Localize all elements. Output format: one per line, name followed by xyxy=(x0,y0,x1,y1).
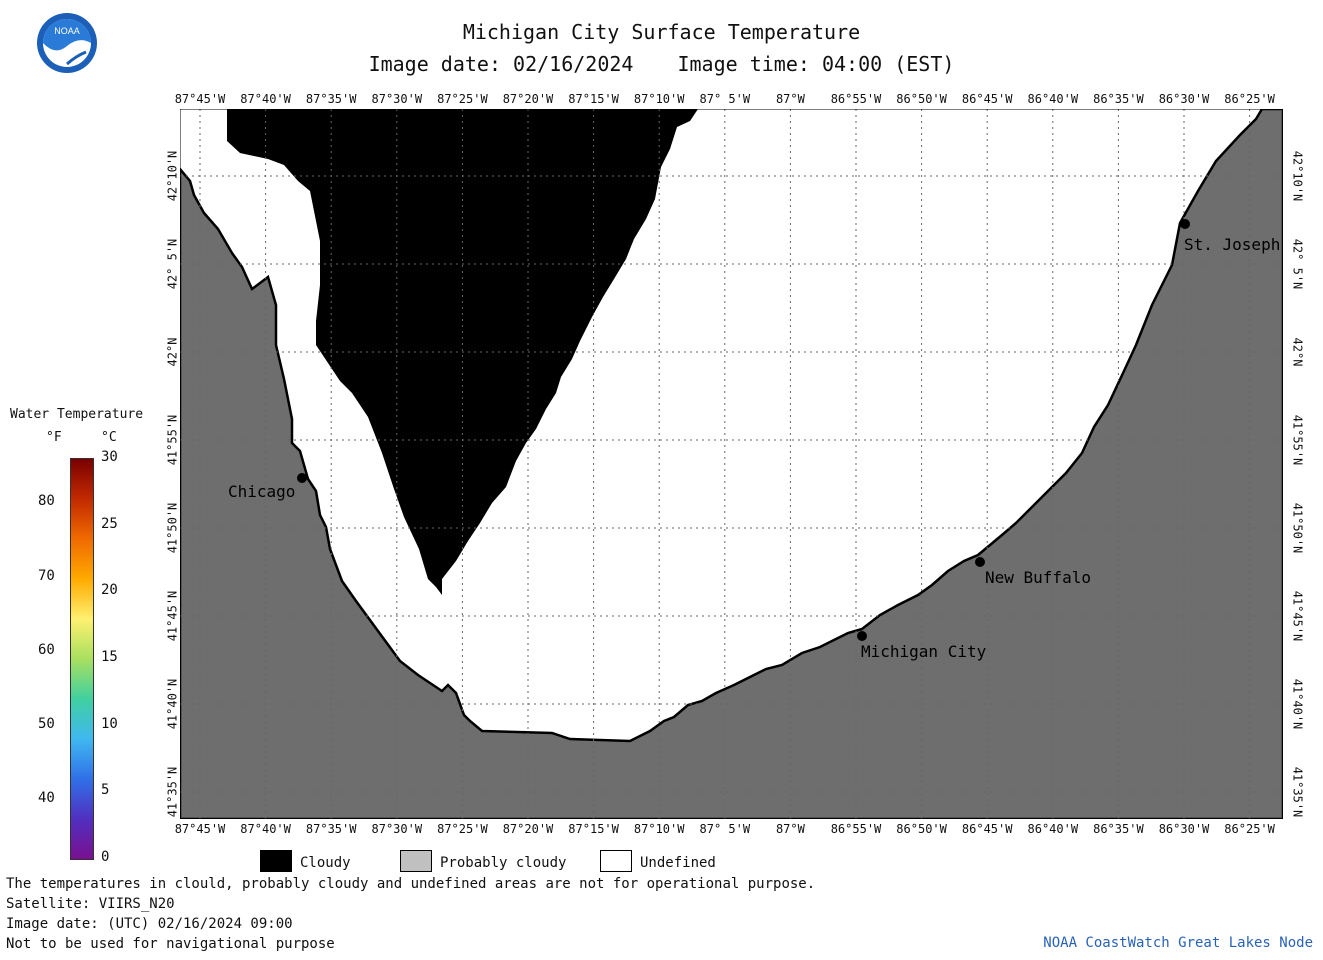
colorbar-c-tick: 0 xyxy=(101,849,110,865)
latitude-label: 42° 5'N xyxy=(164,238,179,290)
longitude-label: 86°50'W xyxy=(896,822,947,836)
latitude-label: 42°N xyxy=(164,337,179,367)
noaa-logo: NOAA xyxy=(36,12,98,74)
label-michigan-city: Michigan City xyxy=(861,642,987,661)
footer-disclaimer: The temperatures in clould, probably clo… xyxy=(6,876,816,892)
temperature-map: Chicago St. Joseph New Buffalo Michigan … xyxy=(180,109,1283,819)
place-markers xyxy=(297,219,1190,641)
legend-swatch-probably-cloudy xyxy=(400,850,432,872)
latitude-label: 41°35'N xyxy=(1289,766,1304,818)
colorbar-f-tick: 40 xyxy=(38,789,55,806)
colorbar-title: Water Temperature xyxy=(10,407,144,422)
longitude-label: 86°25'W xyxy=(1224,92,1275,106)
latitude-label: 41°35'N xyxy=(164,766,179,818)
colorbar-f-tick: 80 xyxy=(38,493,55,510)
longitude-label: 87°W xyxy=(775,822,805,836)
image-datetime: Image date: 02/16/2024 Image time: 04:00 … xyxy=(0,52,1323,76)
colorbar-f-tick: 70 xyxy=(38,567,55,584)
legend-label-probably-cloudy: Probably cloudy xyxy=(440,855,567,871)
latitude-label: 42°10'N xyxy=(1289,150,1304,202)
longitude-label: 86°35'W xyxy=(1093,92,1144,106)
legend-label-cloudy: Cloudy xyxy=(300,855,351,871)
logo-text: NOAA xyxy=(54,26,80,36)
colorbar-c-tick: 5 xyxy=(101,782,110,799)
footer-navigation-note: Not to be used for navigational purpose xyxy=(6,936,335,952)
longitude-label: 86°45'W xyxy=(961,822,1013,836)
colorbar-c-tick: 10 xyxy=(101,715,118,732)
label-chicago: Chicago xyxy=(228,482,295,501)
longitude-label: 87°30'W xyxy=(371,822,423,836)
footer-satellite: Satellite: VIIRS_N20 xyxy=(6,896,175,912)
image-date: Image date: 02/16/2024 xyxy=(368,52,634,76)
longitude-label: 87°25'W xyxy=(437,92,488,106)
longitude-label: 87°35'W xyxy=(305,92,357,106)
image-time: Image time: 04:00 (EST) xyxy=(677,52,955,76)
longitude-label: 86°25'W xyxy=(1224,822,1275,836)
colorbar-c-tick: 25 xyxy=(101,515,118,532)
longitude-label: 87°20'W xyxy=(502,822,554,836)
longitude-label: 86°55'W xyxy=(830,822,882,836)
latitude-label: 41°50'N xyxy=(1289,502,1304,554)
longitude-label: 87°35'W xyxy=(305,822,357,836)
label-new-buffalo: New Buffalo xyxy=(985,568,1091,587)
colorbar-unit-f: °F xyxy=(46,430,62,445)
latitude-label: 41°40'N xyxy=(1289,678,1304,730)
latitude-label: 41°45'N xyxy=(164,590,179,642)
longitude-label: 87°W xyxy=(775,92,805,106)
longitude-label: 86°40'W xyxy=(1027,92,1079,106)
land-area xyxy=(180,109,1283,819)
longitude-label: 86°30'W xyxy=(1158,822,1210,836)
longitude-label: 87°45'W xyxy=(174,822,226,836)
latitude-label: 42° 5'N xyxy=(1289,238,1304,290)
colorbar-unit-c: °C xyxy=(101,430,117,445)
longitude-label: 87°25'W xyxy=(437,822,488,836)
longitude-label: 87°20'W xyxy=(502,92,554,106)
longitude-label: 86°35'W xyxy=(1093,822,1144,836)
st-joseph-marker xyxy=(1180,219,1190,229)
longitude-label: 86°45'W xyxy=(961,92,1013,106)
colorbar-c-tick: 30 xyxy=(101,449,118,465)
footer-utc-date: Image date: (UTC) 02/16/2024 09:00 xyxy=(6,916,293,932)
latitude-label: 41°50'N xyxy=(164,502,179,554)
latitude-label: 42°N xyxy=(1289,337,1304,367)
michigan-city-marker xyxy=(857,631,867,641)
lat-lon-grid xyxy=(180,109,1283,819)
credit-link[interactable]: NOAA CoastWatch Great Lakes Node xyxy=(1043,935,1313,951)
longitude-label: 86°50'W xyxy=(896,92,947,106)
longitude-label: 86°30'W xyxy=(1158,92,1210,106)
colorbar-f-tick: 60 xyxy=(38,641,55,658)
longitude-label: 87° 5'W xyxy=(699,92,751,106)
longitude-label: 87°45'W xyxy=(174,92,226,106)
latitude-label: 41°40'N xyxy=(164,678,179,730)
longitude-label: 87°30'W xyxy=(371,92,423,106)
longitude-label: 87°10'W xyxy=(633,822,685,836)
longitude-label: 86°55'W xyxy=(830,92,882,106)
page-title: Michigan City Surface Temperature xyxy=(462,20,861,44)
colorbar-c-tick: 20 xyxy=(101,582,118,599)
longitude-label: 86°40'W xyxy=(1027,822,1079,836)
chicago-marker xyxy=(297,473,307,483)
new-buffalo-marker xyxy=(975,557,985,567)
label-st-joseph: St. Joseph xyxy=(1184,235,1280,254)
colorbar-c-tick: 15 xyxy=(101,649,118,665)
longitude-label: 87°10'W xyxy=(633,92,685,106)
longitude-label: 87°40'W xyxy=(240,822,291,836)
latitude-label: 41°55'N xyxy=(1289,414,1304,466)
legend-swatch-cloudy xyxy=(260,850,292,872)
longitude-label: 87°15'W xyxy=(568,822,619,836)
longitude-label: 87° 5'W xyxy=(699,822,751,836)
longitude-label: 87°40'W xyxy=(240,92,291,106)
colorbar-f-tick: 50 xyxy=(38,715,55,732)
longitude-label: 87°15'W xyxy=(568,92,619,106)
colorbar xyxy=(70,458,94,860)
latitude-label: 41°55'N xyxy=(164,414,179,466)
legend-label-undefined: Undefined xyxy=(640,855,716,871)
legend-swatch-undefined xyxy=(600,850,632,872)
latitude-label: 42°10'N xyxy=(164,150,179,202)
latitude-label: 41°45'N xyxy=(1289,590,1304,642)
